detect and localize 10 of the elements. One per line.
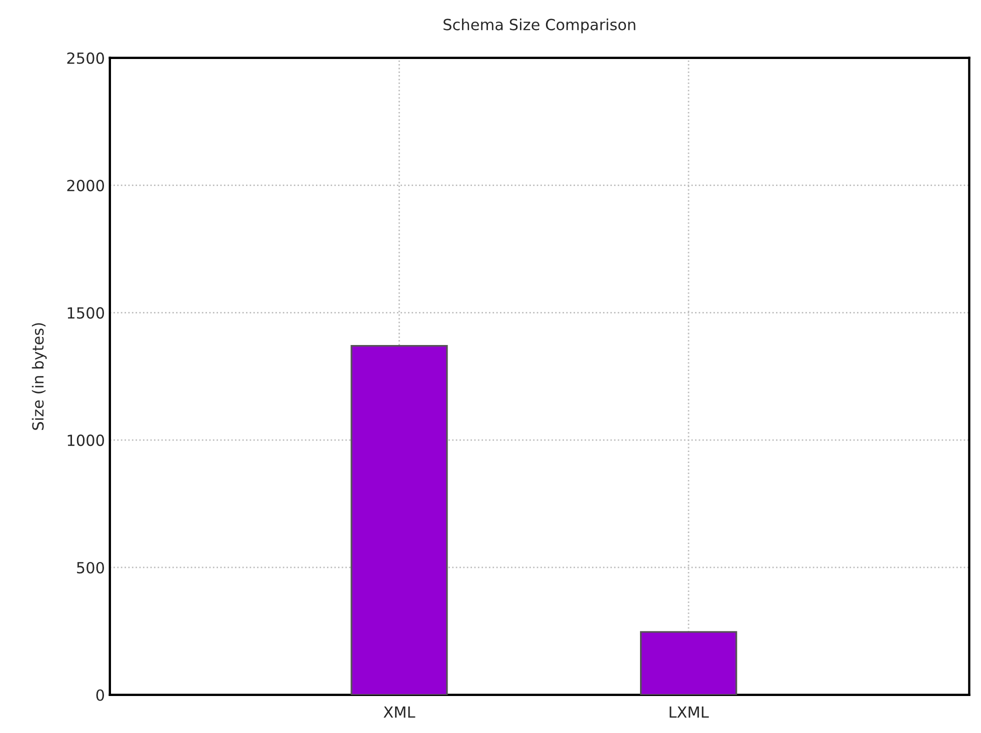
y-axis-title: Size (in bytes) [32,323,47,430]
y-tick-label: 0 [96,689,104,701]
y-tick-label: 500 [77,562,104,574]
x-tick-label: XML [384,706,416,718]
y-tick-label: 2000 [67,180,104,192]
chart-title: Schema Size Comparison [444,18,636,34]
y-tick-label: 2500 [67,52,104,64]
x-tick-label: LXML [670,706,709,718]
y-tick-label: 1000 [68,434,104,446]
y-tick-label: 1500 [68,307,104,319]
